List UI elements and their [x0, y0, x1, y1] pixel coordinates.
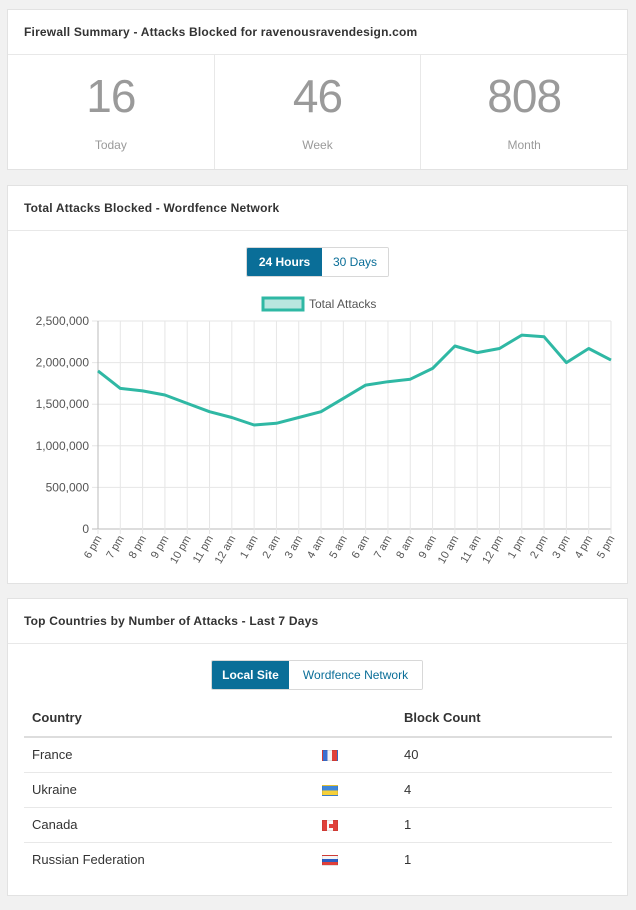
flag-cell [314, 807, 396, 843]
stat-week: 46 Week [215, 55, 422, 169]
series-line-total-attacks [97, 333, 612, 427]
countries-scope-toggle: Local Site Wordfence Network [211, 660, 423, 690]
table-row: Canada 1 [24, 807, 612, 843]
stat-month: 808 Month [421, 55, 627, 169]
ukraine-flag-icon [322, 785, 338, 797]
x-tick-label: 10 pm [168, 534, 194, 566]
x-tick-label: 6 am [350, 534, 373, 561]
country-name: Russian Federation [32, 852, 145, 868]
x-tick-label: 12 pm [480, 534, 506, 566]
tab-24-hours[interactable]: 24 Hours [247, 248, 322, 276]
flag-cell [314, 737, 396, 773]
block-count: 1 [396, 807, 612, 843]
table-row: France 40 [24, 737, 612, 773]
top-countries-panel: Top Countries by Number of Attacks - Las… [7, 598, 628, 896]
x-tick-label: 6 pm [82, 534, 105, 561]
block-count: 4 [396, 772, 612, 808]
x-tick-label: 9 am [417, 534, 440, 561]
flag-cell [314, 842, 396, 877]
y-tick-label: 500,000 [46, 480, 90, 494]
x-tick-label: 4 am [305, 534, 328, 561]
tab-wordfence-network[interactable]: Wordfence Network [289, 661, 422, 689]
stat-week-value: 46 [292, 70, 343, 122]
firewall-summary-panel: Firewall Summary - Attacks Blocked for r… [7, 9, 628, 170]
y-tick-label: 1,000,000 [36, 439, 90, 453]
france-flag-icon [322, 750, 338, 762]
country-name: Canada [24, 807, 314, 843]
time-range-toggle: 24 Hours 30 Days [246, 247, 389, 277]
x-tick-label: 5 pm [595, 534, 618, 561]
flag-cell [314, 772, 396, 808]
legend-swatch [261, 296, 305, 312]
stat-month-label: Month [507, 138, 541, 152]
top-countries-title: Top Countries by Number of Attacks - Las… [8, 599, 627, 644]
x-tick-label: 12 am [213, 534, 239, 566]
y-tick-label: 2,000,000 [36, 356, 90, 370]
stat-today: 16 Today [8, 55, 215, 169]
canada-flag-icon [322, 820, 338, 832]
block-count: 1 [404, 852, 412, 868]
country-column-header: Country [24, 699, 314, 738]
x-tick-label: 9 pm [149, 534, 172, 561]
x-tick-label: 1 am [238, 534, 261, 561]
stat-week-label: Week [302, 138, 333, 152]
y-tick-label: 0 [82, 522, 89, 536]
stat-month-value: 808 [487, 70, 562, 122]
firewall-summary-title: Firewall Summary - Attacks Blocked for r… [8, 10, 627, 55]
network-attacks-panel: Total Attacks Blocked - Wordfence Networ… [7, 185, 628, 584]
x-tick-label: 7 am [372, 534, 395, 561]
x-tick-label: 7 pm [104, 534, 127, 561]
flag-column-header [314, 699, 396, 738]
stat-today-value: 16 [86, 70, 136, 122]
tab-local-site[interactable]: Local Site [212, 661, 289, 689]
x-tick-label: 3 pm [550, 534, 573, 561]
x-tick-label: 2 am [260, 534, 283, 561]
x-tick-label: 3 am [283, 534, 306, 561]
table-header-row: Country Block Count [24, 699, 612, 738]
russia-flag-icon [322, 855, 338, 867]
country-name: Ukraine [24, 772, 314, 808]
count-column-header: Block Count [396, 699, 612, 738]
stats-row: 16 Today 46 Week 808 Month [8, 55, 627, 169]
x-tick-label: 5 am [327, 534, 350, 561]
x-tick-label: 4 pm [573, 534, 596, 561]
table-row: Ukraine 4 [24, 772, 612, 808]
x-tick-label: 2 pm [528, 534, 551, 561]
attacks-line-chart: 2,500,000 2,000,000 1,500,000 1,000,000 500,… [36, 296, 618, 566]
legend-label: Total Attacks [309, 297, 376, 311]
x-tick-label: 8 pm [127, 534, 150, 561]
y-tick-label: 1,500,000 [36, 397, 90, 411]
x-tick-label: 1 pm [506, 534, 529, 561]
x-tick-label: 10 am [436, 534, 462, 566]
y-tick-label: 2,500,000 [36, 314, 90, 328]
stat-today-label: Today [94, 138, 127, 152]
table-row: Russian Federation 1 [24, 842, 612, 877]
block-count: 40 [396, 737, 612, 773]
countries-table: Country Block Count France 40 Ukraine 4 [24, 699, 612, 877]
tab-30-days[interactable]: 30 Days [322, 248, 388, 276]
network-attacks-title: Total Attacks Blocked - Wordfence Networ… [8, 186, 627, 231]
country-name: France [24, 737, 314, 773]
x-tick-label: 8 am [394, 534, 417, 561]
